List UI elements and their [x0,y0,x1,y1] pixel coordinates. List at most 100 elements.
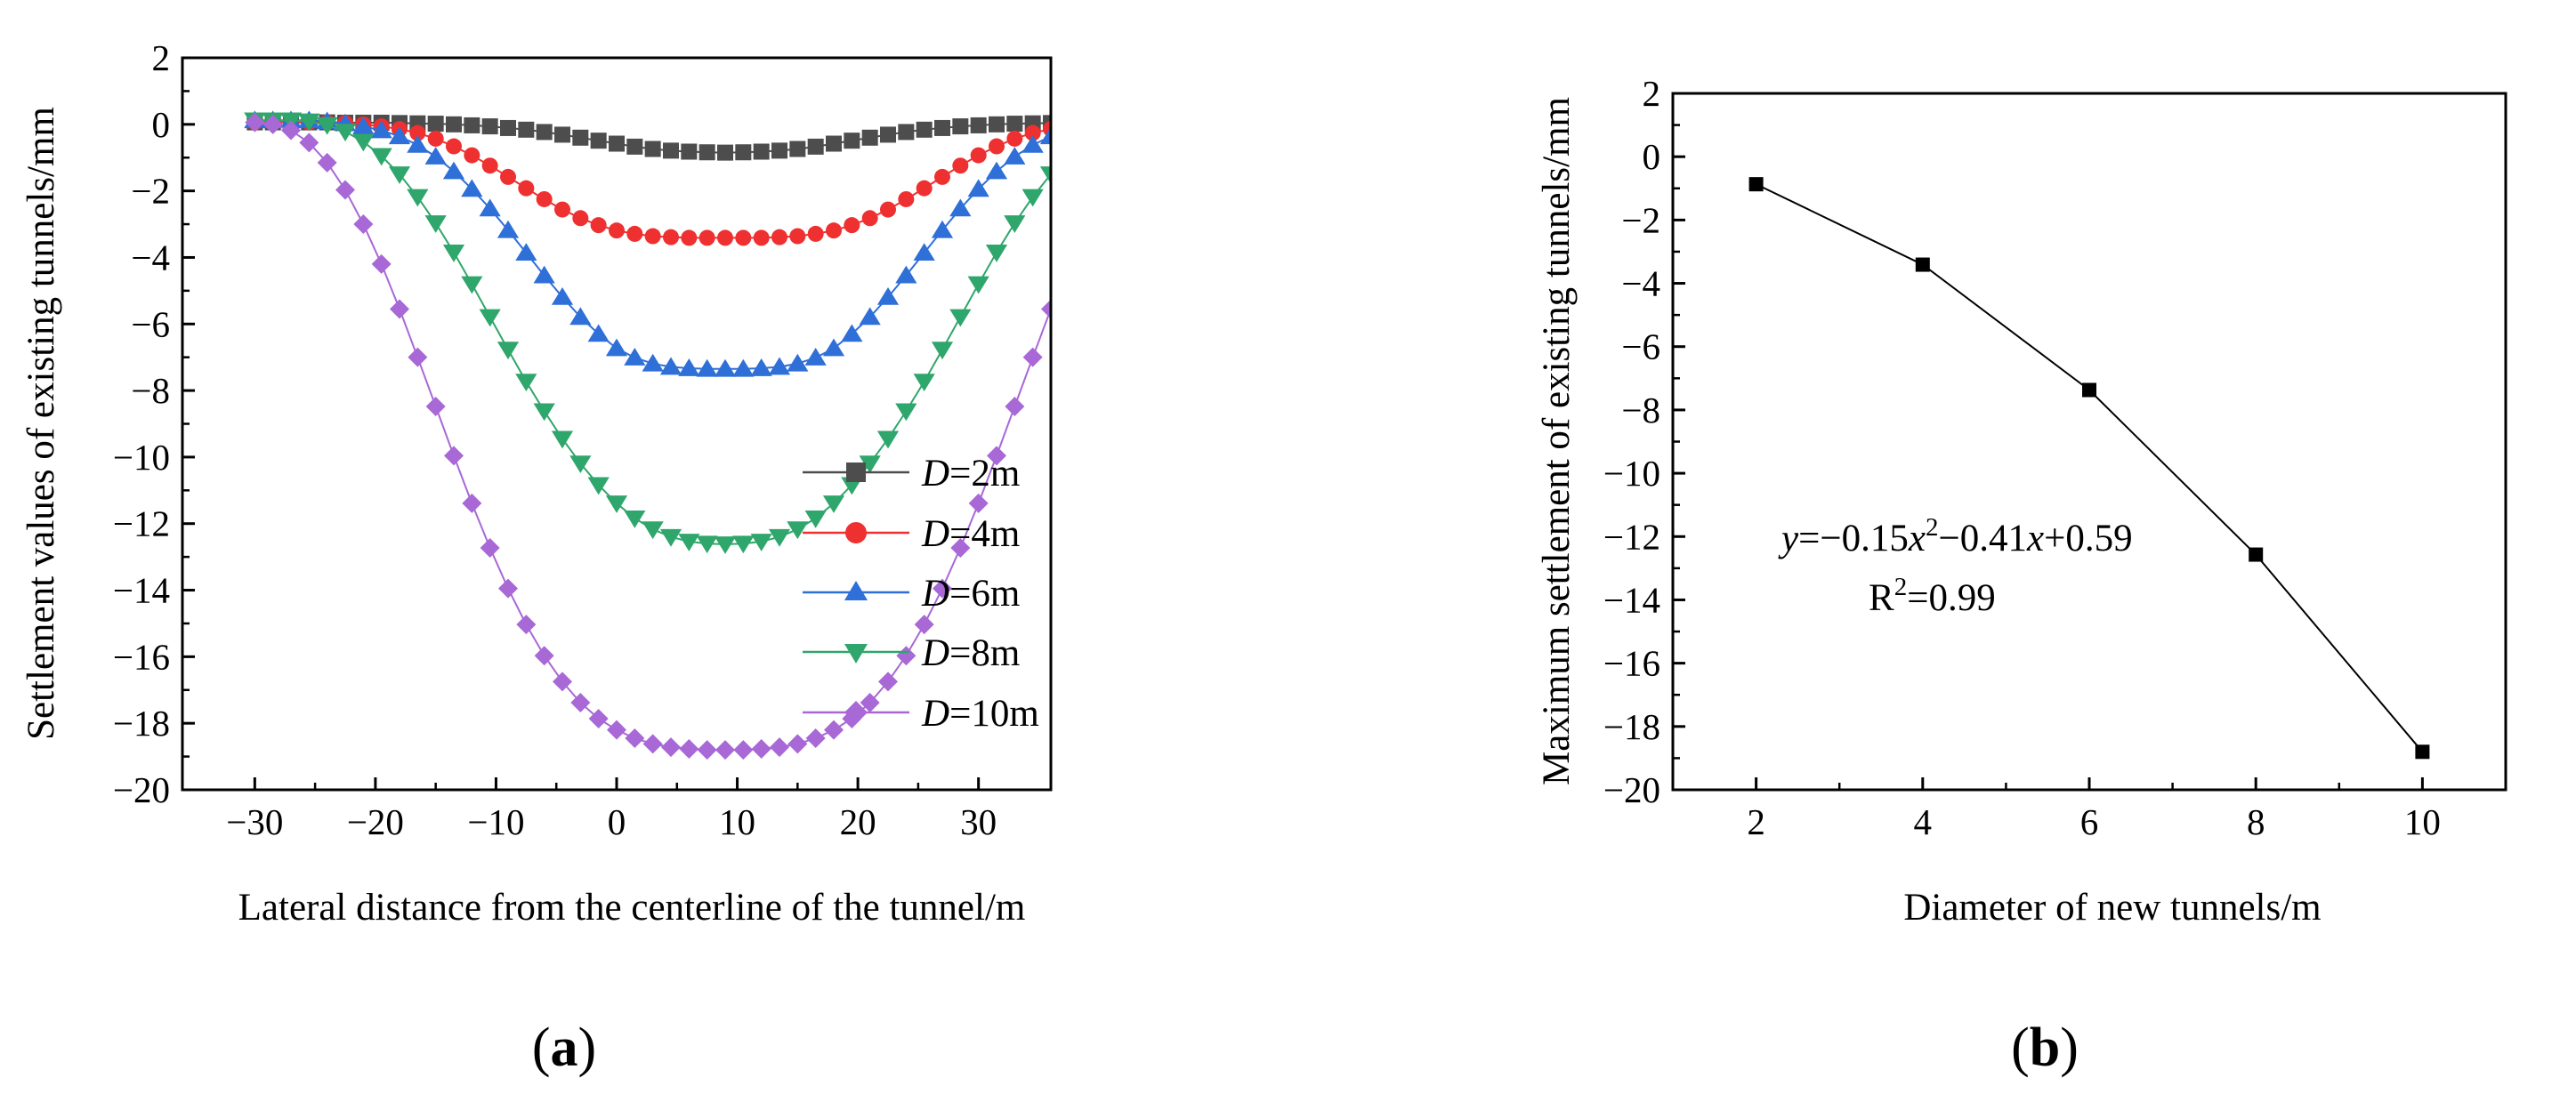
a-series-4-point-17 [551,430,574,449]
a-series-1-point-51 [1169,115,1185,131]
a-y-tick-label-3: −4 [131,237,170,278]
a-series-4-point-50 [1149,113,1170,131]
a-series-4-point-22 [642,521,664,540]
a-series-1-point-20 [609,135,625,152]
a-series-2-point-25 [699,229,715,246]
a-series-3-point-19 [587,324,610,342]
a-series-1-point-33 [844,133,860,149]
a-series-5-point-9 [408,347,428,367]
a-series-2-point-35 [880,201,896,218]
a-series-4-point-34 [859,455,881,474]
a-series-3-point-41 [985,161,1008,180]
a-series-1-point-10 [427,116,444,133]
a-series-2-point-14 [500,168,516,185]
a-series-3-point-6 [352,117,375,134]
b-x-tick-label-3: 8 [2247,801,2265,842]
b-y-tick-label-0: 2 [1643,73,1661,114]
b-eq-part1: =−0.15 [1798,518,1909,559]
a-series-4-point-24 [678,534,700,551]
a-legend-entry-5: D=10m [803,693,1039,735]
a-series-2-point-17 [554,201,570,218]
a-series-3-point-25 [696,358,718,377]
a-series-5-point-5 [335,180,355,200]
a-series-4-point-52 [1185,113,1207,131]
b-eq-part3: +0.59 [2044,518,2133,559]
a-series-2-point-16 [536,190,553,207]
a-series-4-point-6 [352,133,375,152]
a-series-1-point-40 [970,117,987,133]
a-series-1-point-19 [590,133,607,149]
a-series-5-point-12 [462,493,482,513]
a-legend-value-4: =8m [949,632,1020,674]
a-series-5-point-34 [860,692,880,712]
a-series-2-point-11 [446,138,462,155]
a-series-1-point-39 [952,118,969,135]
a-series-3-point-34 [859,307,881,326]
a-series-group [244,110,1207,760]
a-series-2-point-43 [1024,125,1041,141]
a-series-5-point-19 [588,708,609,728]
a-series-5-point-47 [1095,181,1115,200]
a-series-line-5 [254,121,1051,752]
a-legend-entry-4: D=8m [803,632,1020,674]
a-legend-marker-3 [844,581,868,600]
a-legend-d-4: D [921,632,949,674]
a-series-1-point-11 [446,116,462,133]
a-series-4-point-19 [587,477,610,495]
a-legend-d-3: D [921,573,949,615]
a-series-1-point-46 [1079,115,1095,131]
a-x-tick-label-3: 0 [608,801,626,842]
a-series-5-point-4 [317,152,337,173]
a-y-tick-label-2: −2 [131,171,170,212]
a-series-1-point-25 [699,144,715,161]
a-series-5-point-21 [625,728,645,749]
a-series-5-point-36 [896,646,917,666]
a-series-1-point-34 [861,129,878,146]
a-legend-value-2: =4m [949,513,1020,555]
a-series-1-point-32 [826,135,842,152]
b-x-axis-label: Diameter of new tunnels/m [1903,887,2321,929]
a-series-4-point-23 [659,528,682,547]
a-series-3-point-11 [442,161,465,180]
a-series-4-point-45 [1058,149,1079,166]
a-series-4-point-26 [714,536,737,554]
a-series-3-point-47 [1094,114,1116,132]
a-series-5-point-38 [933,578,952,599]
a-series-4-point-48 [1112,117,1134,135]
a-series-4-point-5 [334,124,357,142]
a-series-4-point-43 [1022,189,1044,207]
a-legend-d-5: D [921,693,949,735]
a-series-5-point-10 [425,397,446,417]
a-series-1-point-36 [898,124,915,141]
a-panel-label: (a) [532,1017,596,1078]
a-series-5-point-37 [914,615,934,635]
a-series-3-point-43 [1022,135,1044,153]
a-series-5-point-46 [1078,214,1097,234]
a-series-4-point-18 [569,455,592,474]
a-series-3-point-9 [407,135,429,153]
a-series-1-point-52 [1188,115,1204,131]
a-y-tick-label-11: −20 [113,769,170,810]
chart-panel-b: 2 4 6 8 10 2 0 −2 −4 −6 −8 −10 −12 −14 −16 −18 −20 Maxim… [1536,73,2507,1078]
a-x-tick-label-2: −10 [467,801,524,842]
a-series-4-point-40 [967,276,989,294]
a-legend-marker-1 [846,462,866,482]
a-series-2-point-29 [771,229,787,245]
b-y-tick-label-8: −14 [1603,579,1660,620]
a-series-5-point-24 [679,738,699,759]
a-series-4-point-10 [424,215,447,233]
chart-panel-a: −30 −20 −10 0 10 20 3020−2−4−6−8−10−12−14−16−1… [20,37,1207,1078]
a-legend-marker-4 [844,644,868,664]
b-y-tick-label-2: −2 [1621,199,1660,240]
a-series-5-point-7 [371,253,392,274]
a-legend-value-1: =2m [949,453,1020,495]
a-series-1-point-48 [1115,115,1131,131]
a-series-1-point-37 [916,121,933,138]
b-y-tick-label-10: −18 [1603,706,1660,747]
b-y-tick-label-9: −16 [1603,643,1660,684]
a-legend: D=2m D=4m D=6m D=8m D=10m [803,453,1039,735]
a-legend-label-1: D=2m [921,453,1020,495]
a-series-1-point-28 [753,143,770,160]
a-y-tick-label-0: 2 [152,37,171,78]
